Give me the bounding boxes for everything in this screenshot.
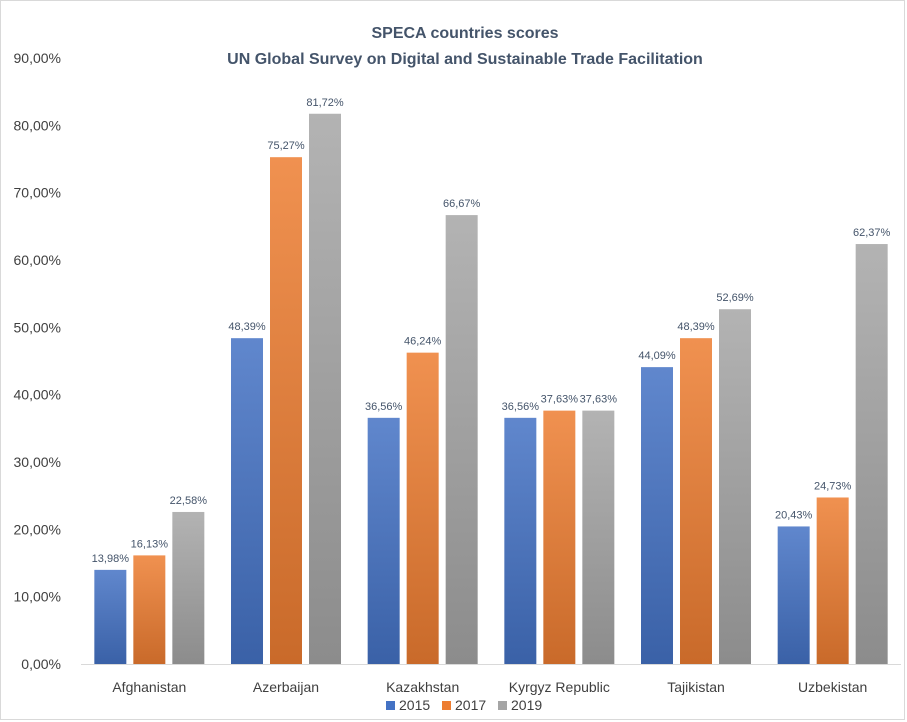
data-label: 37,63% [541,394,579,406]
data-label: 44,09% [638,350,676,362]
x-tick-label: Kyrgyz Republic [509,679,610,695]
x-tick-label: Afghanistan [112,679,186,695]
x-tick-label: Kazakhstan [386,679,459,695]
y-tick-label: 20,00% [14,521,61,537]
y-tick-label: 60,00% [14,252,61,268]
data-label: 16,13% [131,538,169,550]
x-tick-label: Uzbekistan [798,679,867,695]
data-label: 81,72% [306,97,344,109]
y-tick-label: 80,00% [14,117,61,133]
data-label: 22,58% [170,495,208,507]
y-axis: 0,00% 10,00% 20,00% 30,00% 40,00% 50,00% 60,00… [14,50,61,672]
data-label: 36,56% [502,401,540,413]
legend-label-2015: 2015 [399,697,430,713]
data-label: 75,27% [267,140,305,152]
data-label: 48,39% [228,321,266,333]
legend-label-2017: 2017 [455,697,486,713]
bar-2019-afghanistan [172,511,205,664]
bar-2019-azerbaijan [309,113,341,664]
bar-2015-afghanistan [94,569,127,664]
bar-2019-uzbekistan [855,244,888,665]
y-tick-label: 40,00% [14,387,61,403]
bars [94,113,888,665]
data-label: 62,37% [853,227,891,239]
data-label: 46,24% [404,336,442,348]
legend-label-2019: 2019 [511,697,542,713]
data-label: 48,39% [677,321,715,333]
y-tick-label: 10,00% [14,589,61,605]
data-label: 52,69% [716,292,754,304]
bar-2019-kazakhstan [445,215,478,664]
bar-2019-tajikistan [719,309,751,664]
y-tick-label: 30,00% [14,454,61,470]
x-tick-label: Azerbaijan [253,679,319,695]
y-tick-label: 70,00% [14,185,61,201]
data-labels: 13,98%16,13% 22,58% 48,39% 75,27% 81,72% 36,5… [92,97,891,565]
legend: 2015 2017 2019 [386,697,542,713]
bar-2017-kyrgyz-republic [543,410,576,664]
bar-2017-uzbekistan [816,497,849,664]
chart-subtitle: UN Global Survey on Digital and Sustaina… [227,51,703,68]
bar-2017-azerbaijan [270,157,302,664]
legend-swatch-2019 [498,701,507,710]
bar-2015-kazakhstan [367,417,400,664]
bar-2017-kazakhstan [406,352,439,664]
bar-2015-azerbaijan [231,338,263,664]
data-label: 20,43% [775,509,813,521]
bar-2015-kyrgyz-republic [504,417,537,664]
data-label: 37,63% [580,394,618,406]
bar-2017-tajikistan [680,338,712,664]
x-axis: Afghanistan Azerbaijan Kazakhstan Kyrgyz Re… [112,679,867,695]
data-label: 36,56% [365,401,403,413]
y-tick-label: 50,00% [14,319,61,335]
y-tick-label: 0,00% [21,656,61,672]
bar-2015-tajikistan [641,367,673,664]
x-tick-label: Tajikistan [667,679,725,695]
bar-2015-uzbekistan [777,526,810,664]
data-label: 13,98% [92,553,130,565]
legend-swatch-2017 [442,701,451,710]
legend-swatch-2015 [386,701,395,710]
data-label: 24,73% [814,480,852,492]
bar-2019-kyrgyz-republic [582,410,615,664]
chart-title: SPECA countries scores [371,25,558,42]
bar-2017-afghanistan [133,555,166,664]
data-label: 66,67% [443,198,481,210]
y-tick-label: 90,00% [14,50,61,66]
